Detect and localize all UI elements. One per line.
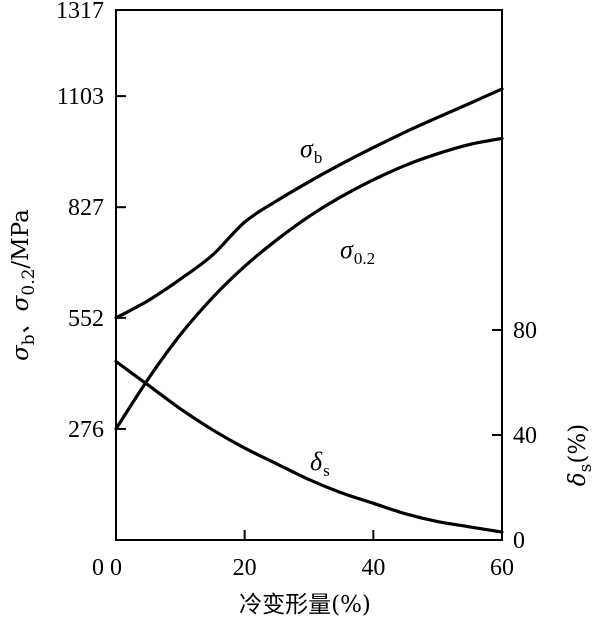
series-line-sigma-02 xyxy=(114,136,504,431)
y-left-tick-label-276: 276 xyxy=(68,417,104,443)
y-left-tick-label-827: 827 xyxy=(68,195,104,221)
x-tick-label-60: 60 xyxy=(490,555,514,581)
origin-label: 0 xyxy=(92,555,104,581)
x-axis-label: 冷变形量(%) xyxy=(239,592,371,618)
x-tick-label-20: 20 xyxy=(233,555,257,581)
series-label-sigma-02: σ0.2 xyxy=(340,235,375,268)
series-labels: σb σ0.2 δs xyxy=(300,134,375,480)
plot-frame xyxy=(115,9,503,541)
x-tick-label-40: 40 xyxy=(361,555,385,581)
y-right-tick-label-0: 0 xyxy=(513,528,525,554)
y-left-tick-label-1317: 1317 xyxy=(56,0,104,24)
series-line-delta-s xyxy=(114,359,504,534)
y-left-tick-label-552: 552 xyxy=(68,306,104,332)
x-tick-label-0: 0 xyxy=(110,555,122,581)
y-left-tick-label-1103: 1103 xyxy=(57,84,104,110)
y-axis-left-label: σb、σ0.2/MPa xyxy=(8,209,39,361)
y-right-tick-label-40: 40 xyxy=(513,423,537,449)
y-right-tick-label-80: 80 xyxy=(513,318,537,344)
series-line-sigma-b xyxy=(114,87,504,320)
series-curves xyxy=(114,87,504,534)
series-label-sigma-b: σb xyxy=(300,134,322,167)
y-axis-right-label: δs(%) xyxy=(565,424,596,486)
series-label-delta-s: δs xyxy=(310,447,330,480)
